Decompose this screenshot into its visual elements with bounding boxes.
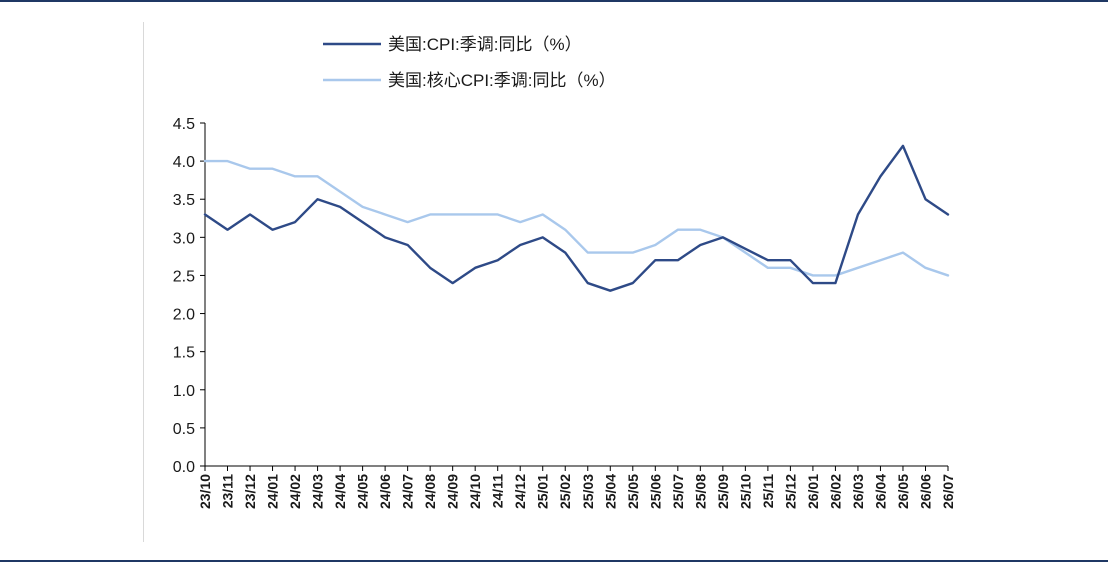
x-tick-label: 24/08 [422,474,438,509]
x-tick-label: 24/06 [377,474,393,509]
y-tick-label: 1.0 [173,383,195,400]
x-tick-label: 24/04 [332,474,348,509]
x-tick-label: 26/03 [850,474,866,509]
x-tick-label: 26/05 [895,474,911,509]
x-tick-label: 24/07 [400,474,416,509]
x-tick-label: 25/06 [647,474,663,509]
x-tick-label: 25/10 [737,474,753,509]
y-tick-label: 3.0 [173,230,195,247]
x-tick-label: 23/12 [242,474,258,509]
frame-left-border [143,22,144,542]
legend-label-cpi: 美国:CPI:季调:同比（%） [388,35,582,54]
x-tick-label: 26/02 [827,474,843,509]
y-tick-label: 0.0 [173,459,195,476]
x-tick-label: 26/07 [940,474,956,509]
x-tick-label: 26/06 [917,474,933,509]
legend: 美国:CPI:季调:同比（%） 美国:核心CPI:季调:同比（%） [323,35,616,90]
x-tick-label: 23/11 [220,474,236,508]
x-tick-label: 25/11 [760,474,776,508]
x-tick-label: 26/01 [805,474,821,509]
plot-area [203,144,950,292]
x-tick-label: 24/02 [287,474,303,509]
x-tick-label: 24/11 [490,474,506,508]
x-tick-label: 24/12 [512,474,528,509]
series-line-cpi [203,144,950,292]
x-tick-label: 24/01 [265,474,281,509]
y-tick-label: 2.0 [173,307,195,324]
bottom-rule [0,560,1108,562]
x-tick-label: 24/10 [467,474,483,509]
series-line-core-cpi [203,159,950,277]
x-tick-label: 25/03 [580,474,596,509]
x-tick-label: 24/05 [355,474,371,509]
legend-label-core-cpi: 美国:核心CPI:季调:同比（%） [388,71,616,90]
x-tick-label: 25/01 [535,474,551,509]
y-tick-label: 1.5 [173,345,195,362]
x-tick-label: 25/08 [692,474,708,509]
y-tick-label: 2.5 [173,268,195,285]
x-tick-label: 23/10 [197,474,213,509]
x-tick-label: 25/02 [557,474,573,509]
x-tick-label: 25/05 [625,474,641,509]
x-tick-label: 25/07 [670,474,686,509]
x-tick-label: 24/09 [445,474,461,509]
y-tick-label: 0.5 [173,421,195,438]
x-tick-label: 26/04 [872,474,888,509]
y-tick-label: 4.0 [173,154,195,171]
x-tick-label: 25/04 [602,474,618,509]
axes: 0.0 0.5 1.0 1.5 2.0 2.5 3.0 3.5 4.0 4.5 23/10 23/11… [173,116,956,509]
x-tick-label: 25/09 [715,474,731,509]
y-tick-label: 3.5 [173,192,195,209]
x-tick-label: 24/03 [310,474,326,509]
top-rule [0,0,1108,2]
y-tick-label: 4.5 [173,116,195,133]
x-tick-label: 25/12 [782,474,798,509]
